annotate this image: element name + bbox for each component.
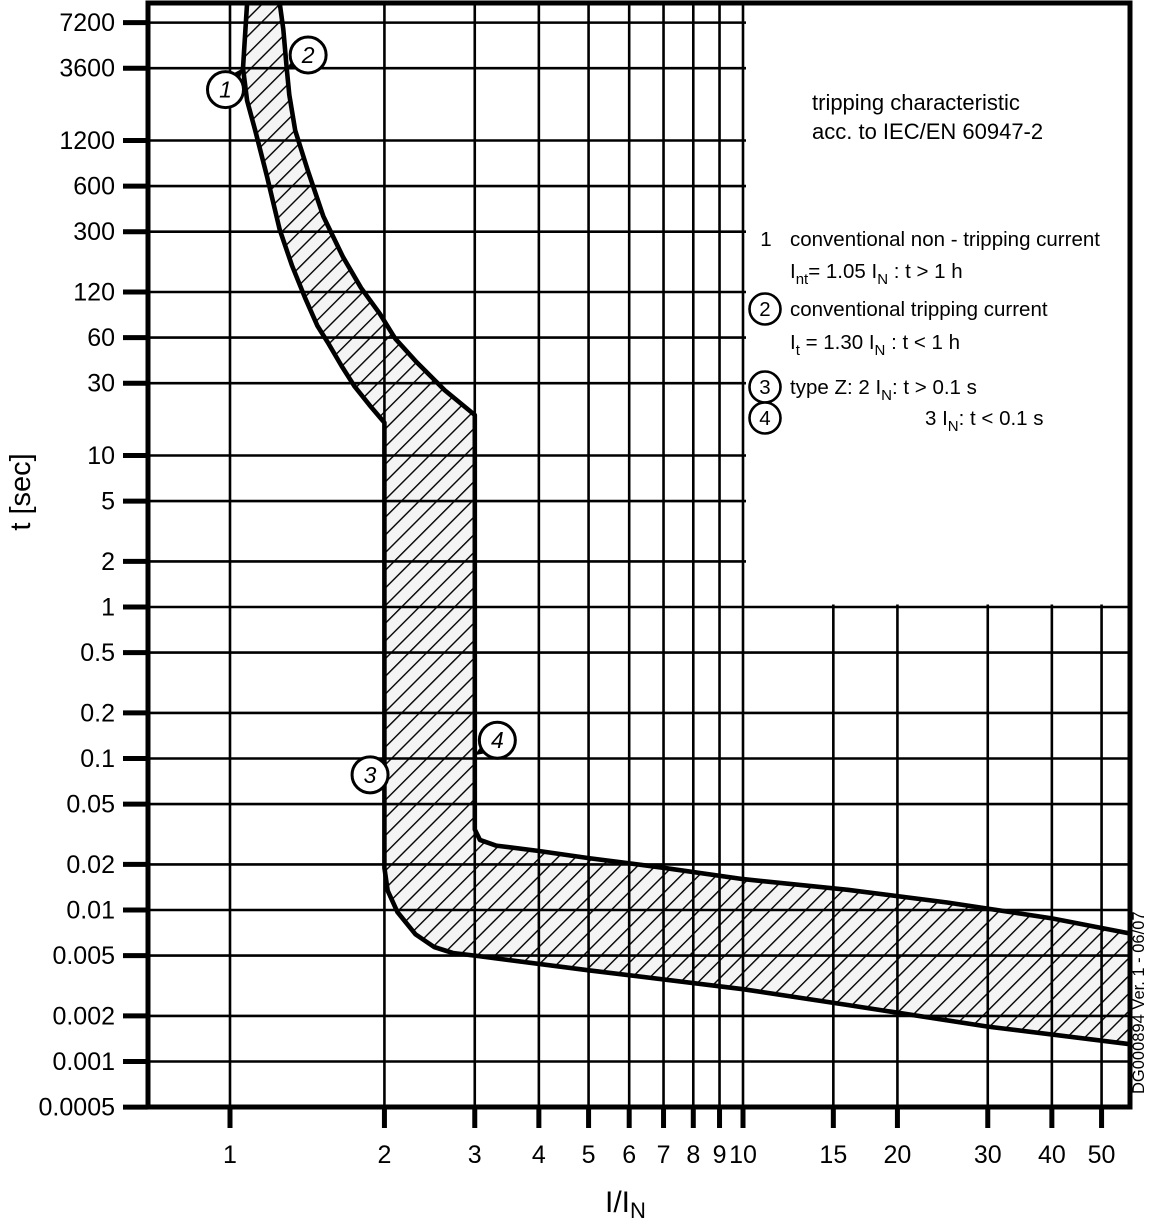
y-tick-label: 1200 xyxy=(59,127,115,155)
legend-item-circle xyxy=(748,401,782,435)
legend-inset-mask xyxy=(746,5,1128,605)
x-tick-label: 20 xyxy=(884,1141,912,1169)
y-tick-label: 300 xyxy=(73,218,115,246)
axis-ticks xyxy=(123,20,1105,1128)
y-tick-label: 0.001 xyxy=(52,1048,115,1076)
y-tick-label: 0.2 xyxy=(80,699,115,727)
legend-item-text: conventional tripping current xyxy=(790,298,1048,321)
legend-item-formula: Int= 1.05 IN : t > 1 h xyxy=(790,260,963,288)
y-tick-label: 10 xyxy=(87,442,115,470)
chart-marker-4: 4 xyxy=(474,720,517,760)
y-tick-label: 1 xyxy=(101,594,115,622)
x-tick-label: 1 xyxy=(223,1141,237,1169)
legend-item-text: type Z: 2 IN: t > 0.1 s xyxy=(790,376,977,404)
marker-number: 3 xyxy=(364,762,377,788)
marker-circle xyxy=(477,720,517,760)
x-tick-label: 7 xyxy=(657,1141,671,1169)
chart-marker-3: 3 xyxy=(350,755,390,795)
y-tick-label: 30 xyxy=(87,370,115,398)
x-tick-label: 40 xyxy=(1038,1141,1066,1169)
marker-number: 2 xyxy=(301,42,315,68)
x-tick-labels: 1 2 3 4 5 6 7 8 9 10 15 20 30 40 50 xyxy=(223,1141,1115,1169)
x-tick-label: 2 xyxy=(377,1141,391,1169)
y-tick-label: 5 xyxy=(101,488,115,516)
y-tick-label: 0.5 xyxy=(80,639,115,667)
x-tick-label: 30 xyxy=(974,1141,1002,1169)
y-tick-label: 0.05 xyxy=(66,791,115,819)
chart-marker-1: 1 xyxy=(205,68,245,110)
y-axis-title: t [sec] xyxy=(5,453,37,530)
plot-border xyxy=(145,0,1133,1110)
x-tick-label: 5 xyxy=(582,1141,596,1169)
legend-item-text: 3 IN: t < 0.1 s xyxy=(925,407,1044,435)
y-tick-label: 600 xyxy=(73,173,115,201)
x-tick-label: 8 xyxy=(686,1141,700,1169)
marker-circle xyxy=(288,35,328,75)
x-tick-label: 3 xyxy=(468,1141,482,1169)
y-tick-label: 0.1 xyxy=(80,745,115,773)
x-tick-label: 15 xyxy=(819,1141,847,1169)
y-tick-label: 3600 xyxy=(59,55,115,83)
marker-number: 1 xyxy=(219,77,232,103)
watermark: DG000894 Ver. 1 - 06/07 xyxy=(1130,911,1148,1094)
x-tick-label: 4 xyxy=(532,1141,546,1169)
y-tick-label: 7200 xyxy=(59,9,115,37)
legend-title-line1: tripping characteristic xyxy=(812,90,1020,115)
y-tick-label: 60 xyxy=(87,324,115,352)
legend-item-number: 3 xyxy=(759,376,770,399)
marker-number: 4 xyxy=(491,727,504,753)
legend-item-1: 1 conventional non - tripping current Int=… xyxy=(760,228,1100,288)
y-tick-label: 0.002 xyxy=(52,1002,115,1030)
y-tick-label: 0.02 xyxy=(66,851,115,879)
y-tick-label: 2 xyxy=(101,548,115,576)
legend-item-number: 1 xyxy=(760,228,771,251)
y-tick-label: 0.01 xyxy=(66,897,115,925)
legend-item-3: 3 type Z: 2 IN: t > 0.1 s xyxy=(748,370,977,404)
x-tick-label: 9 xyxy=(713,1141,727,1169)
y-tick-label: 0.005 xyxy=(52,942,115,970)
y-tick-labels: 7200 3600 1200 600 300 120 60 30 10 5 2 1 0.5 0.2 0.1 0… xyxy=(39,9,115,1121)
legend-title-line2: acc. to IEC/EN 60947-2 xyxy=(812,119,1043,144)
legend-item-4: 4 3 IN: t < 0.1 s xyxy=(748,401,1044,435)
legend-item-2: 2 conventional tripping current It = 1.30 … xyxy=(748,292,1048,359)
x-tick-label: 6 xyxy=(622,1141,636,1169)
legend-item-circle xyxy=(748,292,782,326)
legend-item-number: 4 xyxy=(759,407,770,430)
y-tick-label: 120 xyxy=(73,279,115,307)
x-tick-label: 10 xyxy=(729,1141,757,1169)
y-tick-label: 0.0005 xyxy=(39,1094,115,1122)
legend-item-formula: It = 1.30 IN : t < 1 h xyxy=(790,331,960,359)
legend-item-number: 2 xyxy=(759,298,770,321)
legend-item-text: conventional non - tripping current xyxy=(790,228,1100,251)
marker-circle xyxy=(205,70,245,110)
chart-marker-2: 2 xyxy=(286,35,328,75)
x-axis-title: I/IN xyxy=(605,1186,646,1223)
x-tick-label: 50 xyxy=(1088,1141,1116,1169)
marker-circle xyxy=(350,755,390,795)
